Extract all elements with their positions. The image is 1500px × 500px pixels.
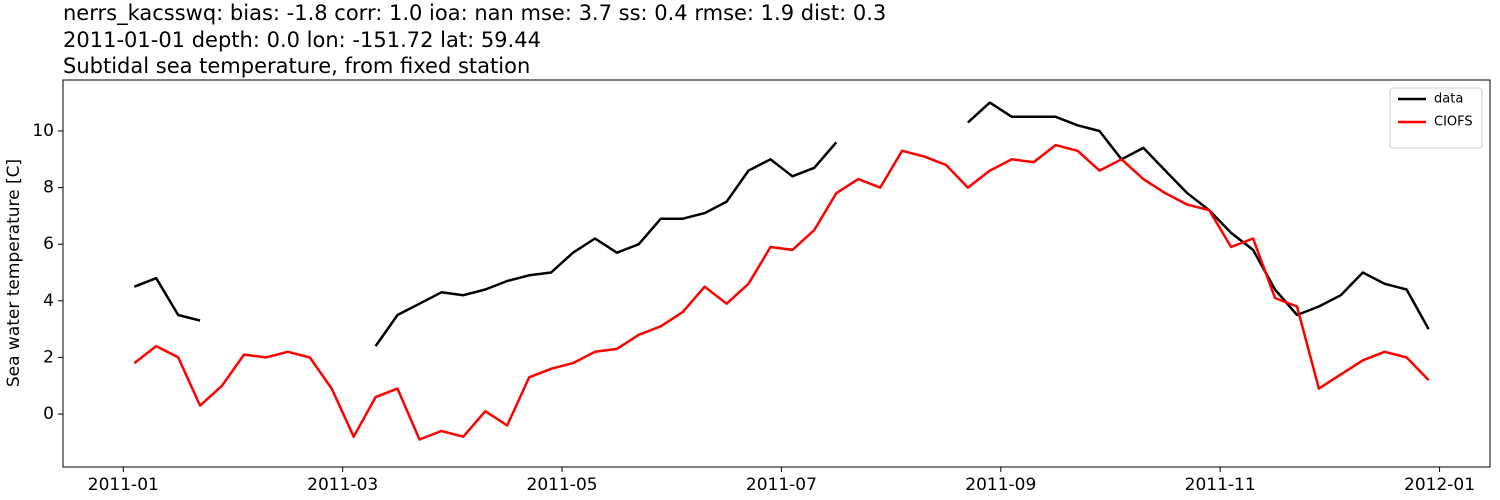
- x-tick-label: 2011-09: [965, 475, 1036, 495]
- legend-label: data: [1434, 92, 1463, 107]
- x-tick-label: 2011-03: [307, 475, 378, 495]
- y-tick-label: 0: [43, 404, 54, 424]
- plot-frame: [62, 79, 1491, 468]
- y-tick-label: 8: [43, 178, 54, 198]
- chart-title: 2011-01-01 depth: 0.0 lon: -151.72 lat: …: [63, 28, 541, 52]
- y-tick-label: 2: [43, 347, 54, 367]
- series-line: [133, 143, 1430, 441]
- legend-box: [1389, 87, 1483, 149]
- legend-label: CIOFS: [1434, 115, 1473, 130]
- x-tick-label: 2011-05: [527, 475, 598, 495]
- y-tick-label: 10: [32, 121, 54, 141]
- series-line: [133, 101, 1430, 347]
- x-tick-label: 2011-01: [88, 475, 159, 495]
- chart-title: Subtidal sea temperature, from fixed sta…: [63, 54, 530, 78]
- y-tick-label: 6: [43, 234, 54, 254]
- x-tick-label: 2012-01: [1404, 475, 1475, 495]
- y-axis-label: Sea water temperature [C]: [4, 159, 24, 387]
- x-tick-label: 2011-11: [1185, 475, 1256, 495]
- chart-title: nerrs_kacsswq: bias: -1.8 corr: 1.0 ioa:…: [63, 1, 886, 26]
- x-tick-label: 2011-07: [746, 475, 817, 495]
- y-tick-label: 4: [43, 291, 54, 311]
